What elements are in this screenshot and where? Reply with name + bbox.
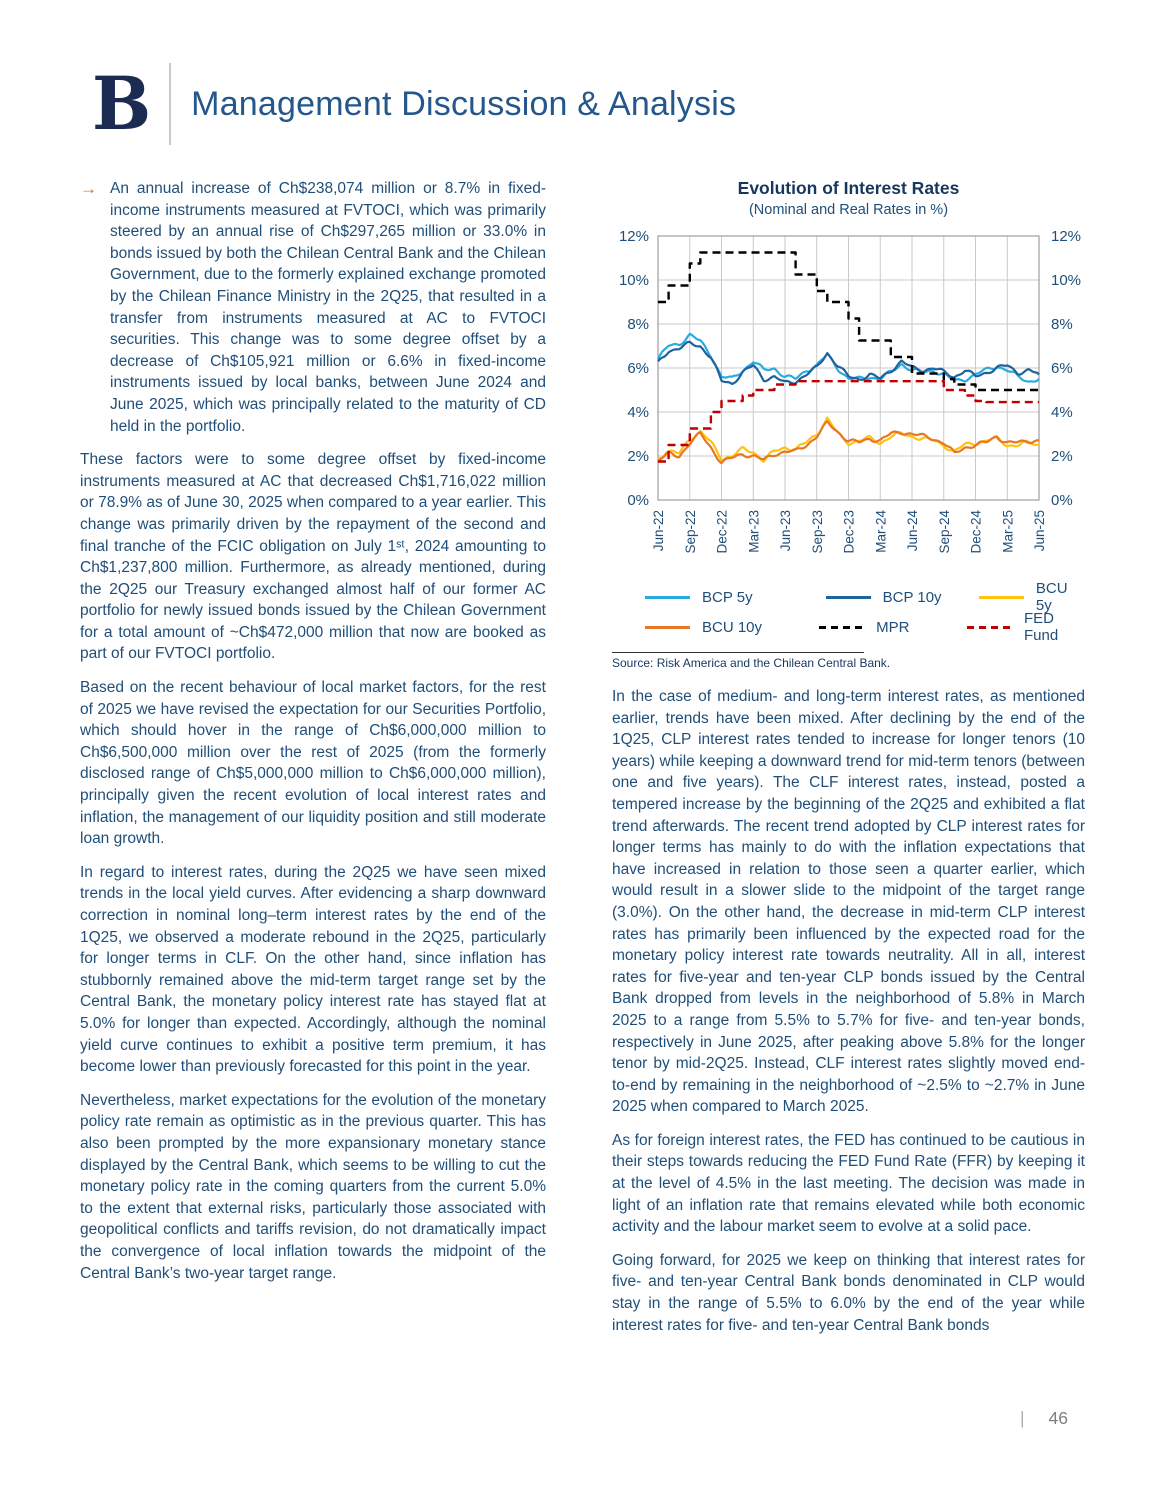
legend-item-bcp-10y: BCP 10y xyxy=(825,588,979,606)
chart-plot-area: 0% 0% 2% 2% 4% 4% 6% 6% 8% 8% 10% 10% 12% 12% Jun-22 Se… xyxy=(619,230,1081,554)
page-header: B Management Discussion & Analysis xyxy=(92,60,736,148)
bank-logo: B xyxy=(92,59,152,147)
y-axis-tick-left: 6% xyxy=(627,360,649,377)
legend-row: BCP 5y BCP 10y BCU 5y xyxy=(612,580,1085,614)
legend-row: BCU 10y MPR FED Fund xyxy=(612,610,1085,644)
series-line-bcp-10y xyxy=(657,340,1040,386)
legend-line-swatch xyxy=(966,625,1012,629)
legend-label: BCU 5y xyxy=(1035,580,1068,614)
chart-title: Evolution of Interest Rates xyxy=(737,178,960,198)
series-line-mpr xyxy=(658,251,1039,392)
y-axis-tick-right: 2% xyxy=(1051,448,1073,465)
x-axis-tick: Sep-22 xyxy=(683,510,698,554)
y-axis-tick-right: 12% xyxy=(1051,230,1081,245)
legend-line-swatch xyxy=(825,595,871,599)
chart-subtitle: (Nominal and Real Rates in %) xyxy=(748,202,949,218)
body-paragraph: Based on the recent behaviour of local m… xyxy=(80,679,546,848)
legend-line-swatch xyxy=(645,625,690,629)
legend-line-swatch xyxy=(978,595,1024,599)
x-axis-tick: Jun-25 xyxy=(1032,510,1047,551)
source-rule xyxy=(612,652,864,653)
y-axis-tick-left: 0% xyxy=(627,492,649,509)
y-axis-tick-left: 12% xyxy=(619,230,649,245)
x-axis-tick: Sep-23 xyxy=(810,510,825,554)
y-axis-tick-left: 2% xyxy=(627,448,649,465)
series-line-bcp-5y xyxy=(657,332,1040,383)
bullet-item: → An annual increase of Ch$238,074 milli… xyxy=(80,178,546,437)
x-axis-tick: Dec-23 xyxy=(842,510,857,554)
y-axis-tick-right: 10% xyxy=(1051,272,1081,289)
legend-label: FED Fund xyxy=(1023,610,1059,644)
page-footer: | 46 xyxy=(1020,1408,1068,1429)
series-line-fed-fund xyxy=(658,380,1039,463)
legend-item-fed-fund: FED Fund xyxy=(966,610,1085,644)
page-title: Management Discussion & Analysis xyxy=(191,84,737,123)
x-axis-tick: Jun-23 xyxy=(778,510,793,551)
legend-label: MPR xyxy=(876,618,910,636)
bullet-paragraph: An annual increase of Ch$238,074 million… xyxy=(110,180,547,435)
arrow-bullet-icon: → xyxy=(80,179,97,198)
x-axis-tick: Mar-23 xyxy=(746,510,761,553)
legend-label: BCP 10y xyxy=(882,588,942,606)
source-text: Source: Risk America and the Chilean Cen… xyxy=(612,656,891,670)
y-axis-tick-right: 4% xyxy=(1051,404,1073,421)
x-axis-tick: Mar-25 xyxy=(1000,510,1015,553)
right-column: Evolution of Interest Rates (Nominal and… xyxy=(612,176,1085,1336)
plot-border xyxy=(657,235,1040,501)
chart-source: Source: Risk America and the Chilean Cen… xyxy=(612,652,1085,670)
legend-item-mpr: MPR xyxy=(819,619,967,636)
legend-item-bcu-5y: BCU 5y xyxy=(978,580,1085,614)
left-column: → An annual increase of Ch$238,074 milli… xyxy=(80,178,546,1296)
body-paragraph: These factors were to some degree offset… xyxy=(80,451,546,663)
y-axis-tick-left: 8% xyxy=(627,316,649,333)
body-paragraph: In regard to interest rates, during the … xyxy=(80,863,546,1076)
legend-item-bcu-10y: BCU 10y xyxy=(645,619,819,636)
footer-divider: | xyxy=(1020,1408,1025,1428)
legend-line-swatch xyxy=(645,595,690,599)
series-line-bcu-10y xyxy=(657,420,1040,465)
body-paragraph: In the case of medium- and long-term int… xyxy=(612,688,1085,1116)
x-axis-tick: Dec-24 xyxy=(969,510,984,554)
body-paragraph: Nevertheless, market expectations for th… xyxy=(80,1091,546,1282)
interest-rates-chart: Evolution of Interest Rates (Nominal and… xyxy=(612,178,1085,670)
x-axis-tick: Dec-22 xyxy=(715,510,730,554)
page-number: 46 xyxy=(1048,1408,1069,1428)
legend-label: BCP 5y xyxy=(702,588,753,606)
body-paragraph: Going forward, for 2025 we keep on think… xyxy=(612,1251,1085,1334)
y-axis-tick-right: 0% xyxy=(1051,492,1073,509)
header-divider xyxy=(169,63,172,145)
x-axis-tick: Jun-22 xyxy=(651,510,666,551)
y-axis-tick-left: 10% xyxy=(619,272,649,289)
legend-line-swatch xyxy=(819,625,865,629)
body-paragraph: As for foreign interest rates, the FED h… xyxy=(612,1131,1085,1236)
x-axis-tick: Sep-24 xyxy=(937,510,952,554)
x-axis-tick: Mar-24 xyxy=(873,510,888,553)
legend-item-bcp-5y: BCP 5y xyxy=(645,589,826,606)
y-axis-tick-right: 8% xyxy=(1051,316,1073,333)
legend-label: BCU 10y xyxy=(702,618,763,636)
y-axis-tick-left: 4% xyxy=(627,404,649,421)
x-axis-tick: Jun-24 xyxy=(905,510,920,552)
y-axis-tick-right: 6% xyxy=(1051,360,1073,377)
chart-legend: BCP 5y BCP 10y BCU 5y BCU 10y MPR FED Fund xyxy=(612,580,1085,644)
